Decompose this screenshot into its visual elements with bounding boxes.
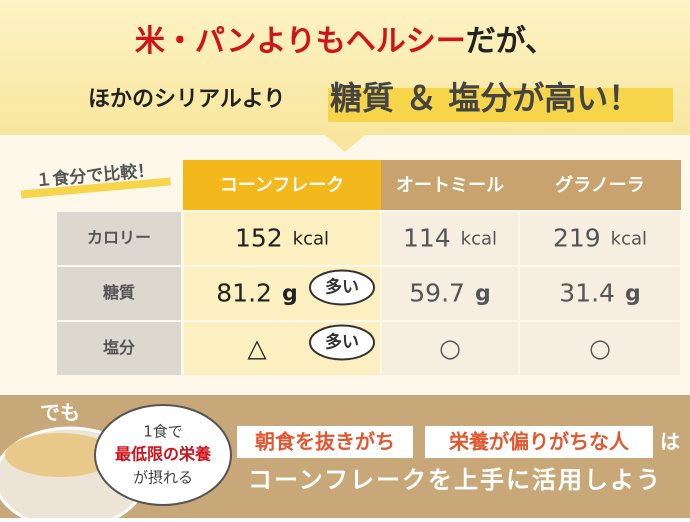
cell <box>520 322 680 375</box>
cell-value: ○ <box>439 334 461 363</box>
unit: g <box>475 282 491 307</box>
bubble-text: 1食で <box>143 423 183 441</box>
speech-bubble <box>94 404 232 506</box>
bubble-text: 最低限の栄養 <box>115 445 211 464</box>
cell-value: 152 kcal <box>235 224 329 253</box>
cell-value: 31.4 g <box>559 279 640 308</box>
tag-text: 栄養が偏りがちな人 <box>448 430 630 454</box>
row-label: 糖質 <box>103 283 135 302</box>
value: ○ <box>589 334 611 363</box>
caption-underline <box>20 177 171 199</box>
headline-2a: ほかのシリアルより <box>88 87 285 112</box>
tag <box>425 426 653 458</box>
row-label: 塩分 <box>103 338 135 357</box>
value: 59.7 <box>409 279 465 308</box>
col-header <box>183 160 381 210</box>
tag-text: 朝食を抜きがち <box>255 430 395 454</box>
badge <box>309 324 375 361</box>
tag <box>237 426 413 458</box>
message: コーンフレークを上手に活用しよう <box>248 466 662 494</box>
headline-1: 米・パンよりもヘルシーだが、 <box>135 24 555 59</box>
highlight <box>328 88 673 122</box>
value: 114 <box>403 224 451 253</box>
row-label-cell <box>57 267 181 320</box>
particle: は <box>660 430 680 454</box>
row-label: カロリー <box>87 228 151 247</box>
headline-2b: 糖質 ＆ 塩分が高い！ <box>330 79 640 117</box>
value: ○ <box>439 334 461 363</box>
cell <box>184 212 380 265</box>
cell <box>520 267 680 320</box>
value: △ <box>247 334 267 363</box>
badge-text: 多い <box>325 332 359 353</box>
cell-value: 219 kcal <box>553 224 647 253</box>
cell-value: △ <box>247 334 267 363</box>
col-title: コーンフレーク <box>220 175 345 196</box>
badge <box>309 269 375 306</box>
col-title: オートミール <box>396 175 504 196</box>
unit: g <box>625 282 641 307</box>
col-title: グラノーラ <box>555 174 645 196</box>
unit: kcal <box>461 229 497 250</box>
cell <box>382 267 518 320</box>
cell-value: ○ <box>589 334 611 363</box>
flakes <box>5 433 115 477</box>
row-label-cell <box>57 322 181 375</box>
cell-value: 81.2 g <box>216 279 297 308</box>
col-header <box>381 160 519 210</box>
cell <box>520 212 680 265</box>
unit: kcal <box>611 229 647 250</box>
value: 152 <box>235 224 283 253</box>
bubble-text: が摂れる <box>133 469 193 487</box>
cell-value: 59.7 g <box>409 279 490 308</box>
cell <box>382 322 518 375</box>
row-label-cell <box>57 212 181 265</box>
value: 31.4 <box>559 279 615 308</box>
unit: g <box>282 282 298 307</box>
col-header <box>519 160 681 210</box>
unit: kcal <box>293 229 329 250</box>
badge-text: 多い <box>325 277 359 298</box>
value: 81.2 <box>216 279 272 308</box>
cell-value: 114 kcal <box>403 224 497 253</box>
but-text: でも <box>40 401 80 425</box>
cell <box>382 212 518 265</box>
value: 219 <box>553 224 601 253</box>
